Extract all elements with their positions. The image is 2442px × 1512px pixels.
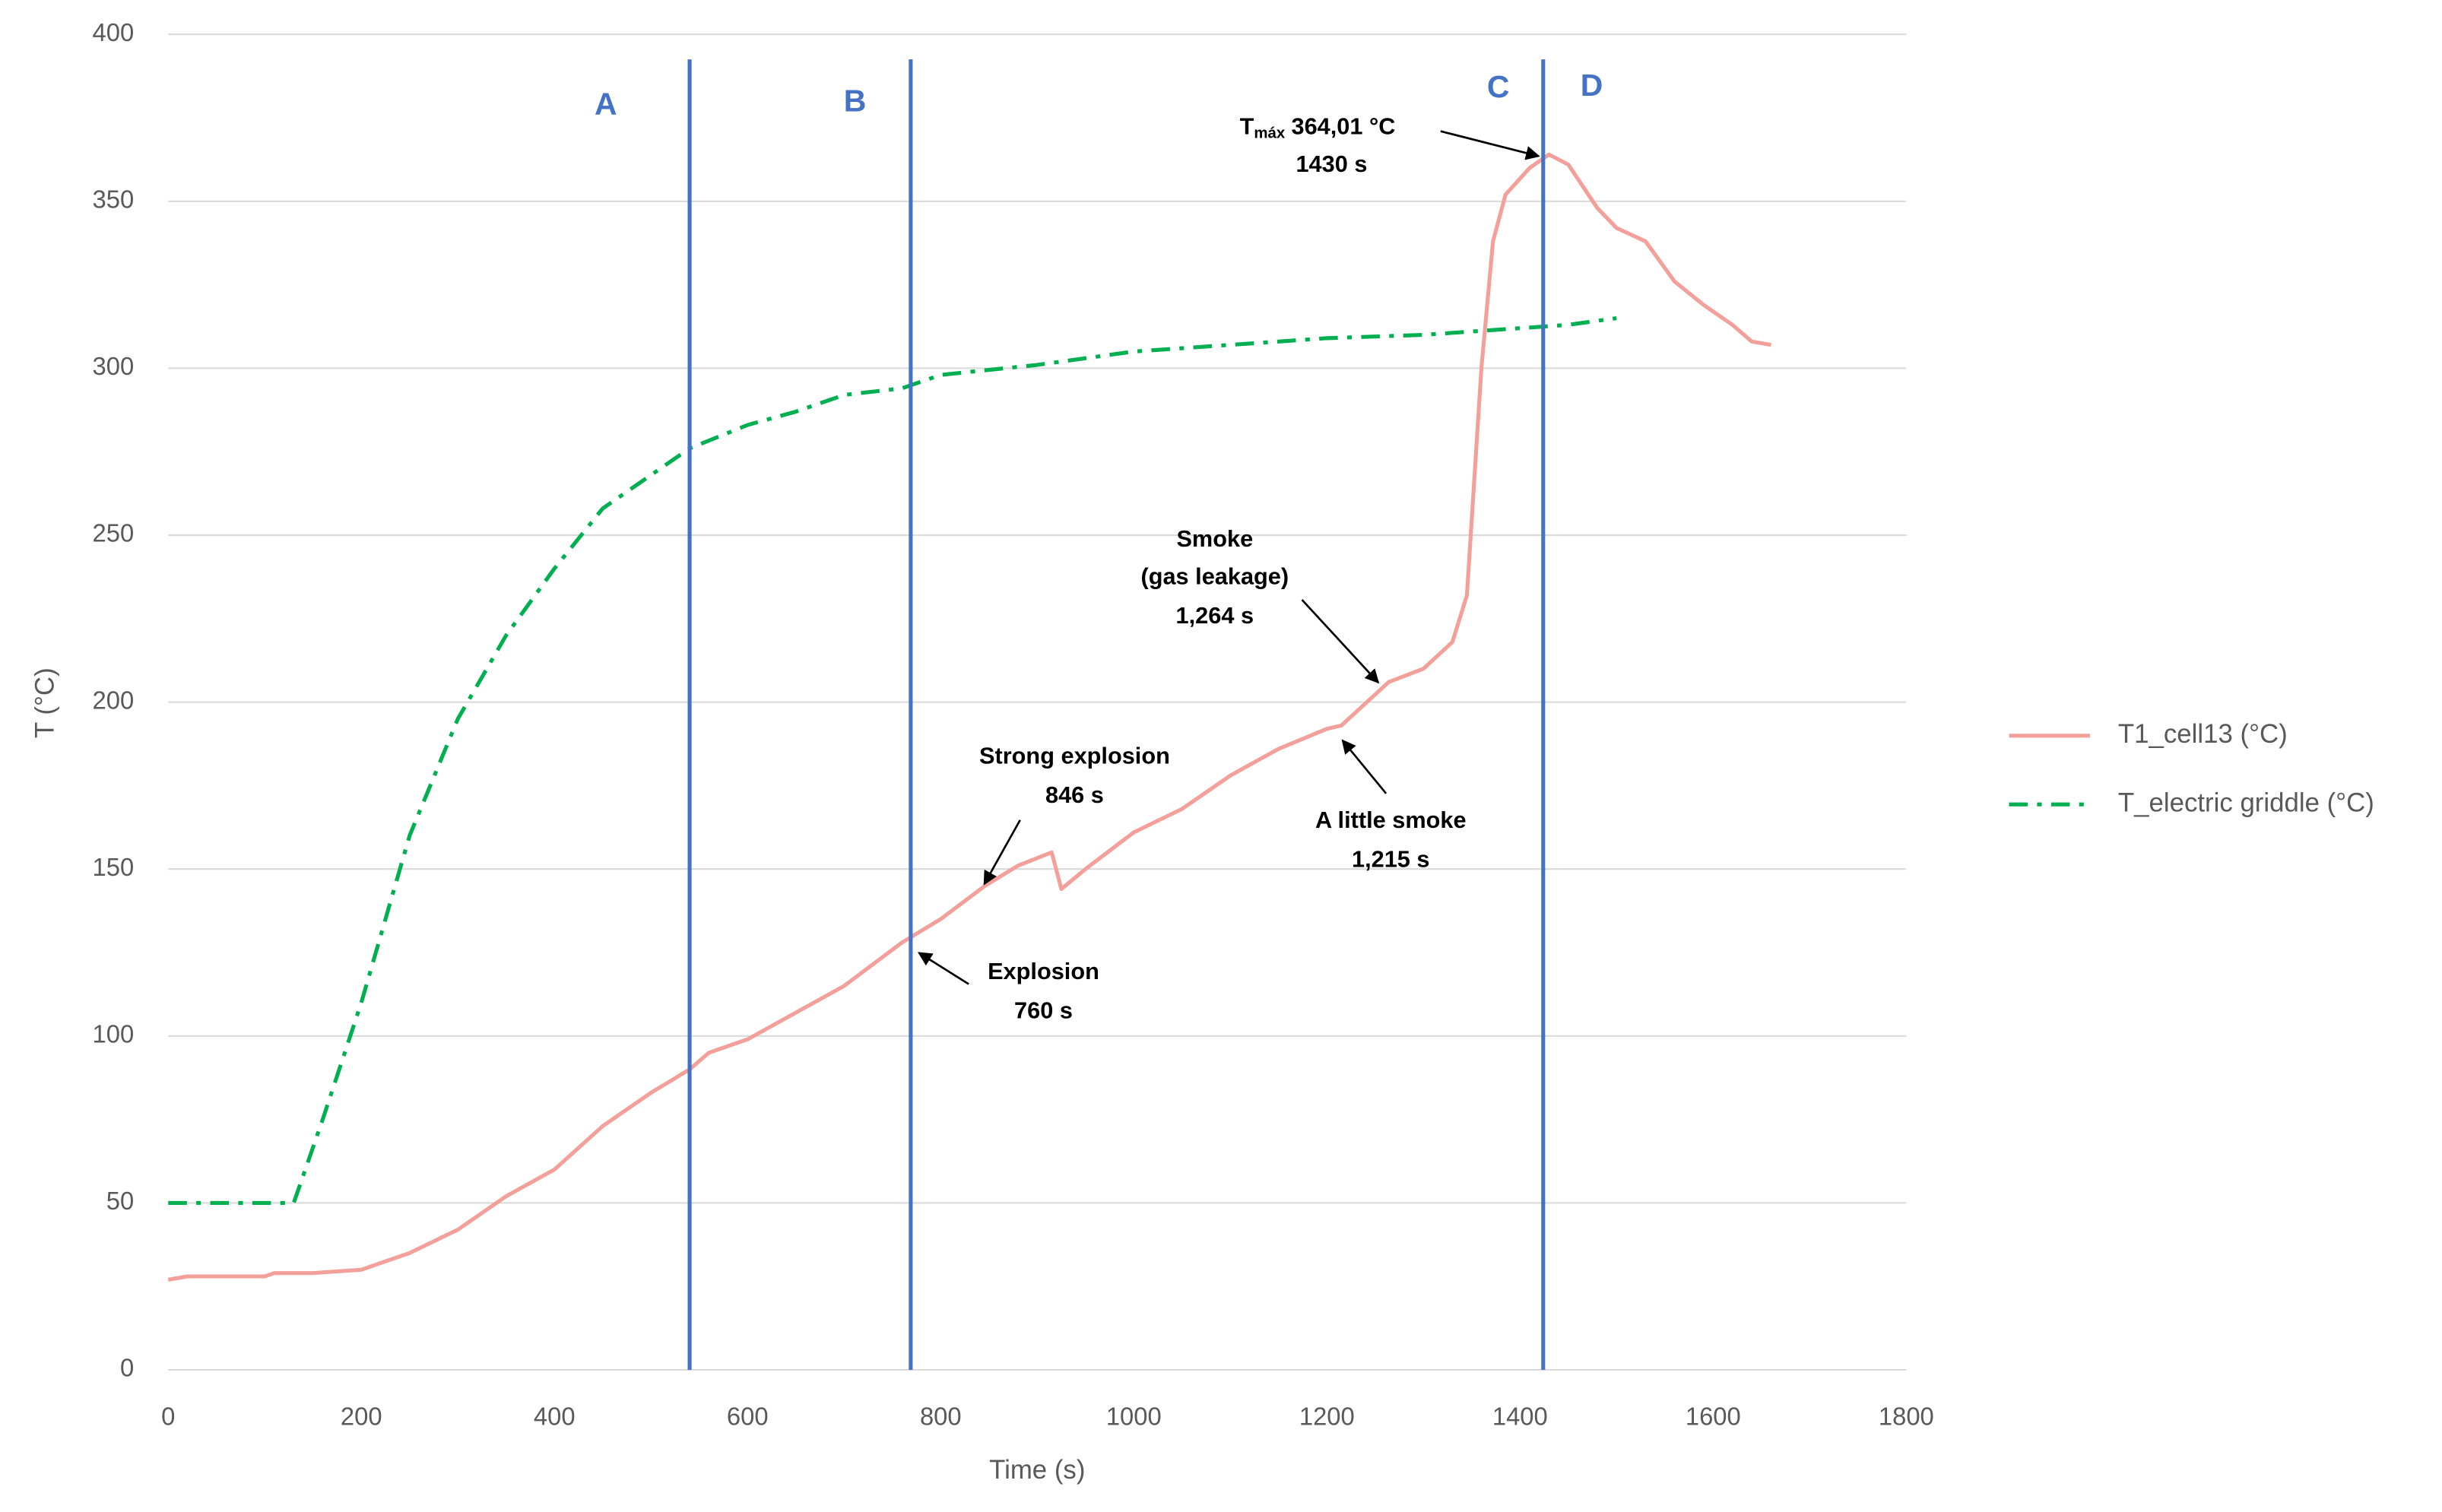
y-tick-label: 50 <box>106 1187 134 1215</box>
annotation-arrow <box>918 952 969 985</box>
y-tick-label: 200 <box>93 686 135 714</box>
y-axis-label: T (°C) <box>30 667 60 738</box>
annotation: Explosion <box>988 958 1099 984</box>
y-tick-label: 250 <box>93 519 135 547</box>
tmax-label: Tmáx 364,01 °C <box>1240 113 1396 143</box>
annotation: 1,215 s <box>1352 845 1429 872</box>
y-tick-label: 400 <box>93 18 135 46</box>
tmax-subscript: máx <box>1254 125 1286 142</box>
x-tick-label: 200 <box>341 1402 382 1430</box>
x-tick-label: 1000 <box>1106 1402 1162 1430</box>
annotation-arrow <box>1341 739 1388 794</box>
legend-label: T1_cell13 (°C) <box>2118 719 2288 749</box>
annotation: A little smoke <box>1315 807 1467 833</box>
y-tick-label: 0 <box>120 1354 134 1382</box>
x-tick-label: 1600 <box>1686 1402 1741 1430</box>
x-tick-label: 1400 <box>1492 1402 1548 1430</box>
x-tick-label: 400 <box>534 1402 576 1430</box>
region-label: A <box>595 87 617 122</box>
y-tick-label: 100 <box>93 1019 135 1048</box>
y-tick-label: 150 <box>93 853 135 881</box>
legend-label: T_electric griddle (°C) <box>2118 788 2374 817</box>
annotation-arrow <box>1301 599 1380 684</box>
annotation: Strong explosion <box>979 743 1170 769</box>
annotation: Smoke <box>1176 525 1253 552</box>
region-label: D <box>1581 68 1603 103</box>
annotation: 846 s <box>1045 781 1104 808</box>
series-line <box>167 152 1771 1282</box>
series-line <box>168 315 1617 1205</box>
x-axis-label: Time (s) <box>989 1455 1085 1485</box>
tmax-value: 364,01 °C <box>1292 113 1396 140</box>
y-tick-label: 350 <box>93 185 135 213</box>
x-tick-label: 600 <box>727 1402 769 1430</box>
x-tick-label: 1200 <box>1299 1402 1355 1430</box>
annotation: 1,264 s <box>1176 602 1254 629</box>
annotation-arrow <box>1440 130 1540 160</box>
annotation: 760 s <box>1014 997 1073 1024</box>
y-tick-label: 300 <box>93 352 135 380</box>
tmax-symbol: T <box>1240 113 1254 140</box>
x-tick-label: 800 <box>920 1402 962 1430</box>
x-tick-label: 0 <box>161 1402 175 1430</box>
annotation: (gas leakage) <box>1140 563 1289 589</box>
annotation-arrow <box>983 819 1021 886</box>
region-label: B <box>844 83 867 118</box>
x-tick-label: 1800 <box>1879 1402 1934 1430</box>
tmax-time: 1430 s <box>1296 151 1367 177</box>
region-label: C <box>1487 69 1510 104</box>
